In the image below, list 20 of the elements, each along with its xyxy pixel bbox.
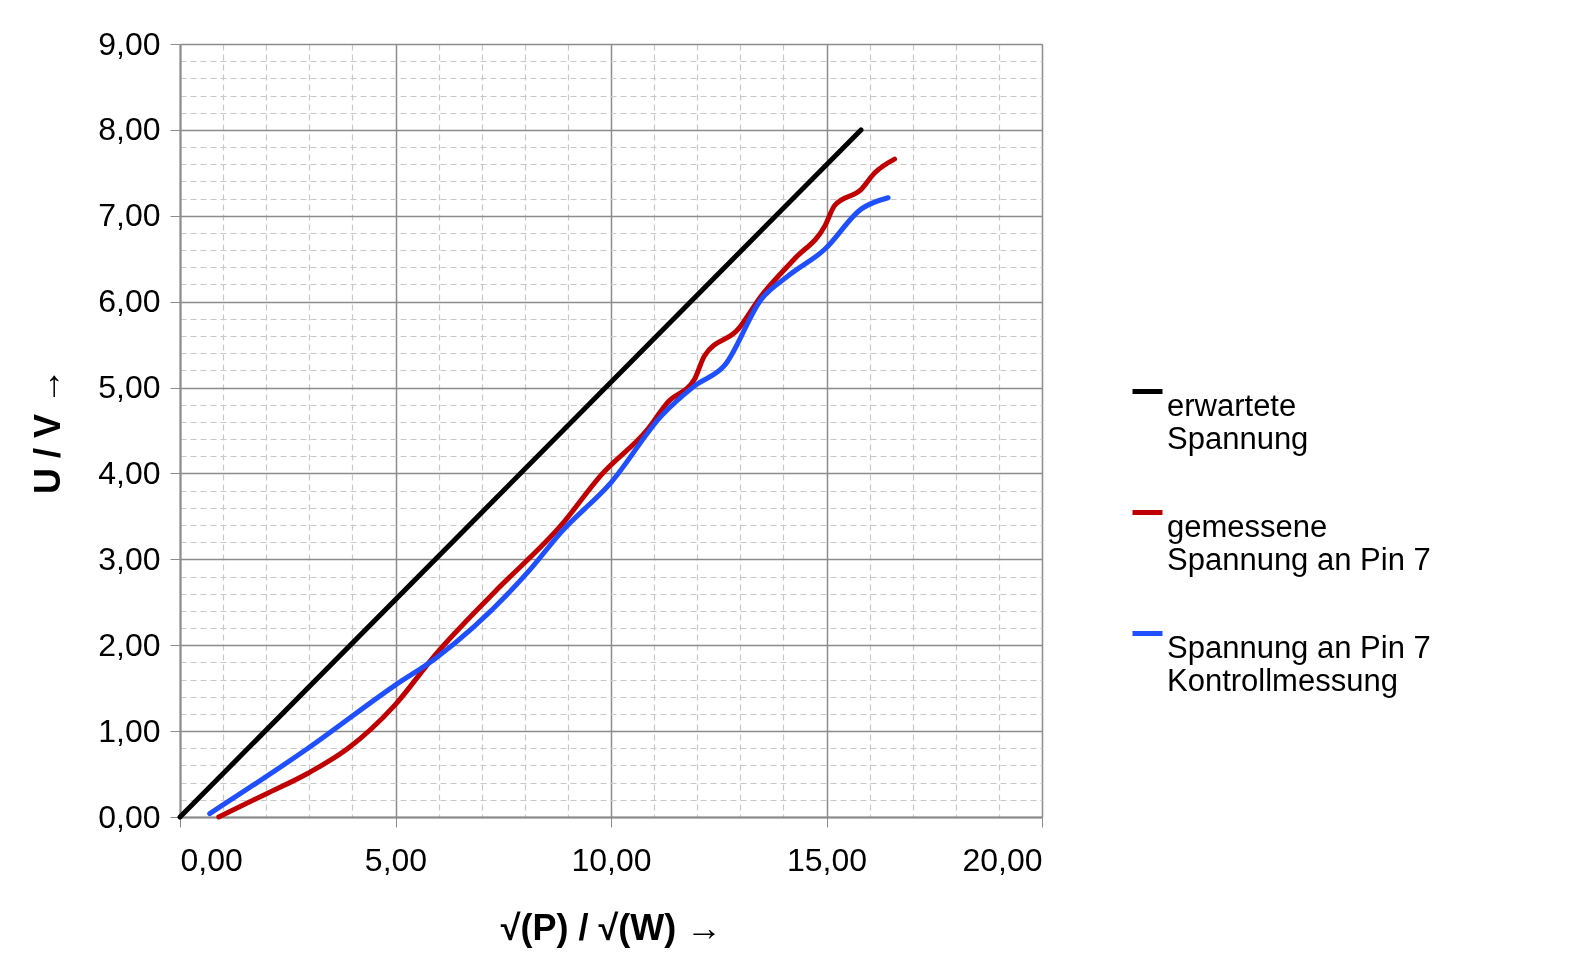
- y-tick-label: 1,00: [98, 712, 161, 749]
- y-tick-label: 9,00: [98, 25, 161, 62]
- legend-label: erwartete Spannung: [1167, 387, 1309, 456]
- y-tick-label: 2,00: [98, 626, 161, 663]
- y-tick-label: 8,00: [98, 111, 161, 148]
- x-tick-label: 15,00: [786, 841, 868, 878]
- y-tick-label: 3,00: [98, 540, 161, 577]
- legend-label: gemessene Spannung an Pin 7: [1167, 508, 1431, 577]
- x-tick-label: 20,00: [962, 841, 1043, 878]
- y-tick-label: 7,00: [98, 197, 161, 234]
- x-tick-label: 10,00: [571, 841, 652, 878]
- legend-label: Spannung an Pin 7 Kontrollmessung: [1167, 629, 1431, 698]
- y-axis-title: U / V →: [27, 367, 69, 495]
- y-tick-label: 5,00: [98, 369, 161, 406]
- y-tick-label: 0,00: [98, 798, 161, 835]
- y-tick-label: 6,00: [98, 283, 161, 320]
- x-axis-title: √(P) / √(W) →: [500, 906, 723, 948]
- x-tick-label: 0,00: [180, 841, 243, 878]
- y-tick-label: 4,00: [98, 454, 161, 491]
- x-tick-label: 5,00: [364, 841, 428, 878]
